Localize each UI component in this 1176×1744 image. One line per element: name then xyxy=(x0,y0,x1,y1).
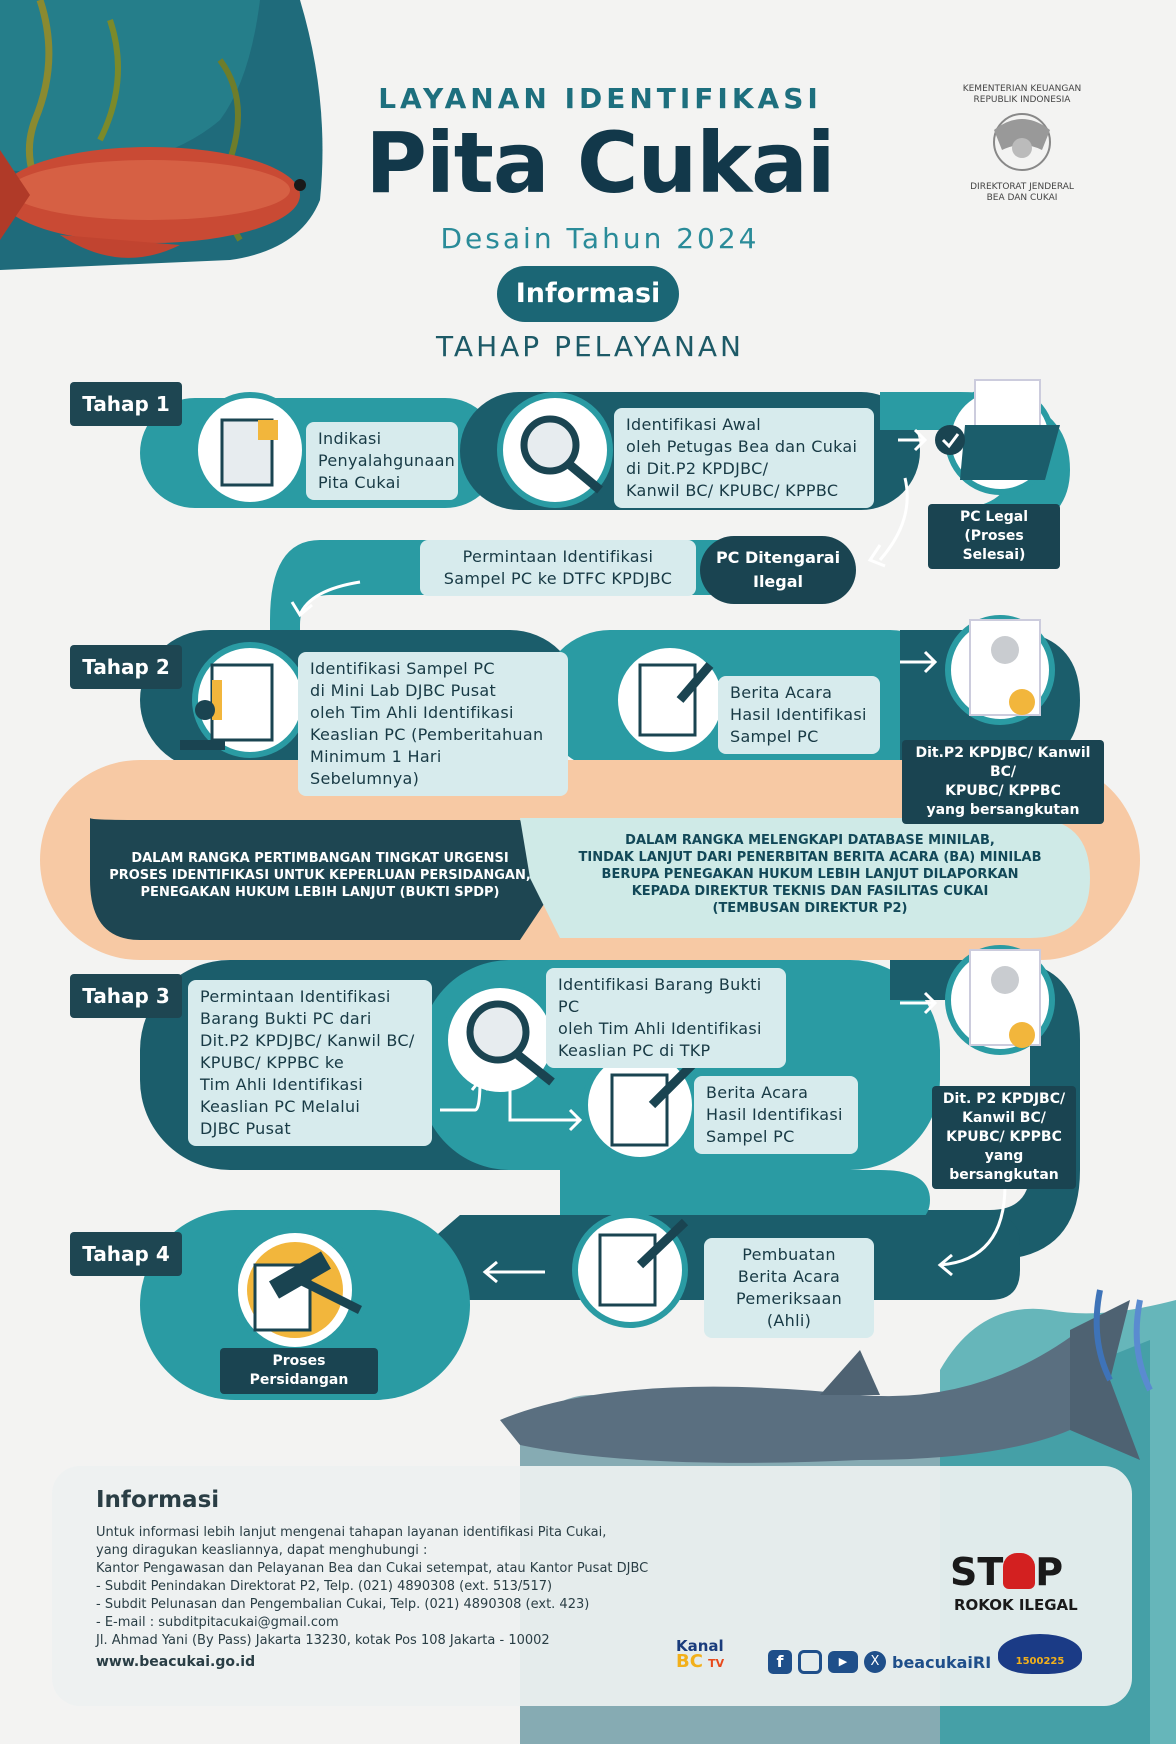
kanal-tv-text: TV xyxy=(708,1657,725,1670)
social-row: f ▶ X beacukaiRI xyxy=(768,1650,991,1674)
tahap3-box3: Berita Acara Hasil Identifikasi Sampel P… xyxy=(694,1076,858,1154)
info-title: Informasi xyxy=(96,1487,220,1513)
band-right-text: DALAM RANGKA MELENGKAPI DATABASE MINILAB… xyxy=(578,833,1042,916)
tahap3-result: Dit. P2 KPDJBC/ Kanwil BC/ KPUBC/ KPPBC … xyxy=(932,1086,1076,1189)
youtube-icon[interactable]: ▶ xyxy=(828,1651,858,1673)
ministry-emblem-icon xyxy=(993,113,1051,171)
ministry-top-text: KEMENTERIAN KEUANGAN REPUBLIK INDONESIA xyxy=(962,84,1082,105)
instagram-icon[interactable] xyxy=(798,1650,822,1674)
tahap1-legal: PC Legal (Proses Selesai) xyxy=(928,504,1060,569)
flow-arrows xyxy=(290,428,1007,1284)
social-handle[interactable]: beacukaiRI xyxy=(892,1652,992,1672)
header-year: Desain Tahun 2024 xyxy=(440,222,760,255)
tahap3-label: Tahap 3 xyxy=(70,974,182,1018)
tahap1-illegal: PC Ditengarai Ilegal xyxy=(700,536,856,604)
section-title: TAHAP PELAYANAN xyxy=(435,330,744,363)
band-right-shape xyxy=(520,818,1090,938)
header-subtitle: LAYANAN IDENTIFIKASI xyxy=(378,82,822,115)
facebook-icon[interactable]: f xyxy=(768,1650,792,1674)
tahap4-result: Proses Persidangan xyxy=(220,1348,378,1394)
hotline-badge: 1500225 xyxy=(998,1634,1082,1674)
tahap1-label: Tahap 1 xyxy=(70,382,182,426)
info-body: Untuk informasi lebih lanjut mengenai ta… xyxy=(96,1525,649,1648)
whale-shark xyxy=(500,1300,1140,1463)
kanal-bc-logo[interactable]: Kanal BC TV xyxy=(676,1638,724,1672)
icon-glyphs xyxy=(180,379,1060,1338)
stop-logo: ST P xyxy=(950,1552,1063,1592)
tahap3-box2: Identifikasi Barang Bukti PC oleh Tim Ah… xyxy=(546,968,786,1068)
info-panel xyxy=(52,1466,1132,1706)
tahap1-box1: Indikasi Penyalahgunaan Pita Cukai xyxy=(306,422,458,500)
tahap2-result: Dit.P2 KPDJBC/ Kanwil BC/ KPUBC/ KPPBC y… xyxy=(902,740,1104,824)
stop-hand-icon xyxy=(1003,1553,1036,1589)
kanal-text: Kanal xyxy=(676,1637,724,1655)
band-left-text: DALAM RANGKA PERTIMBANGAN TINGKAT URGENS… xyxy=(109,851,531,900)
tahap4-label: Tahap 4 xyxy=(70,1232,182,1276)
ministry-bottom-text: DIREKTORAT JENDERAL BEA DAN CUKAI xyxy=(970,182,1074,203)
tahap2-box2: Berita Acara Hasil Identifikasi Sampel P… xyxy=(718,676,880,754)
arowana-fish xyxy=(0,147,306,258)
band-left-shape xyxy=(90,818,560,940)
stop-subtitle: ROKOK ILEGAL xyxy=(954,1596,1078,1614)
info-pill: Informasi xyxy=(497,266,679,322)
stop-text-st: ST xyxy=(950,1550,1004,1594)
kanal-bc-text: BC xyxy=(676,1651,703,1672)
tahap4-box1: Pembuatan Berita Acara Pemeriksaan (Ahli… xyxy=(704,1238,874,1338)
tahap2-box1: Identifikasi Sampel PC di Mini Lab DJBC … xyxy=(298,652,568,796)
stop-text-p: P xyxy=(1035,1550,1064,1594)
x-icon[interactable]: X xyxy=(864,1651,886,1673)
tahap2-label: Tahap 2 xyxy=(70,645,182,689)
tahap1-box2: Identifikasi Awal oleh Petugas Bea dan C… xyxy=(614,408,874,508)
info-website[interactable]: www.beacukai.go.id xyxy=(96,1654,256,1670)
header-title: Pita Cukai xyxy=(365,114,835,212)
tahap1-request: Permintaan Identifikasi Sampel PC ke DTF… xyxy=(420,540,696,596)
tahap3-box1: Permintaan Identifikasi Barang Bukti PC … xyxy=(188,980,432,1146)
